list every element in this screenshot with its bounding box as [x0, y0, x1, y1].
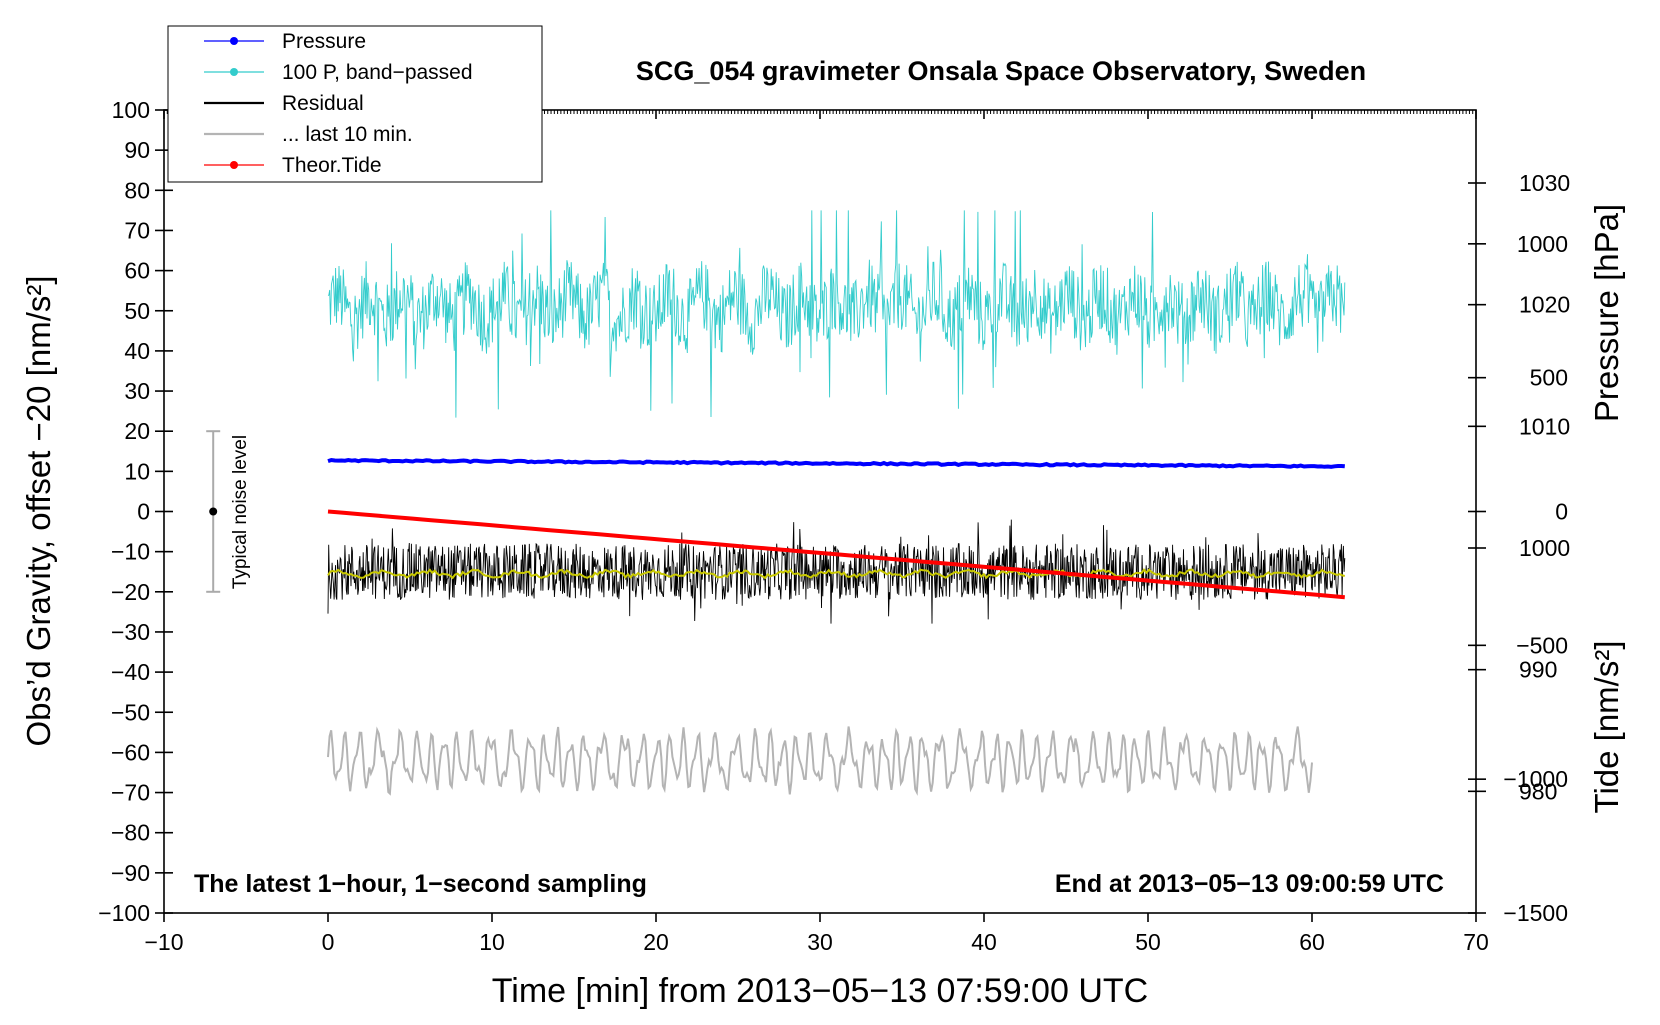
y-tick-label: −60	[111, 739, 150, 765]
tide-tick-label: −500	[1516, 632, 1568, 658]
y-tick-label: 50	[124, 298, 150, 324]
y-tick-label: 10	[124, 458, 150, 484]
x-tick-label: 70	[1463, 929, 1489, 955]
y-tick-label: −10	[111, 539, 150, 565]
series-band-passed-line	[327, 210, 1346, 418]
tide-tick-label: 1000	[1517, 231, 1568, 257]
legend-label: Theor.Tide	[282, 154, 382, 177]
chart-title: SCG_054 gravimeter Onsala Space Observat…	[636, 56, 1366, 86]
y-tick-label: 90	[124, 137, 150, 163]
y-axis-ticks: 1009080706050403020100−10−20−30−40−50−60…	[98, 97, 173, 926]
y-tick-label: 40	[124, 338, 150, 364]
legend-label: 100 P, band−passed	[282, 61, 473, 84]
tide-tick-label: −1000	[1503, 766, 1568, 792]
tide-tick-label: −1500	[1503, 900, 1568, 926]
x-tick-label: 60	[1299, 929, 1325, 955]
pressure-tick-label: 1020	[1519, 292, 1570, 318]
y-tick-label: −100	[98, 900, 150, 926]
y-tick-label: 70	[124, 217, 150, 243]
pressure-tick-label: 990	[1519, 657, 1557, 683]
annotation-sampling: The latest 1−hour, 1−second sampling	[194, 870, 647, 898]
pressure-tick-label: 1010	[1519, 413, 1570, 439]
x-tick-label: 40	[971, 929, 997, 955]
y-tick-label: −80	[111, 820, 150, 846]
annotation-end-time: End at 2013−05−13 09:00:59 UTC	[1055, 870, 1444, 898]
tide-axis-ticks: 1000 500 0 −500 −1000 −1500	[1468, 231, 1568, 926]
x-axis-ticks: −10 0 10 20 30 40 50 60 70	[144, 110, 1489, 955]
noise-level-bar: Typical noise level	[206, 430, 251, 593]
y-tick-label: −50	[111, 699, 150, 725]
legend-marker	[230, 68, 238, 76]
x-axis-label: Time [min] from 2013−05−13 07:59:00 UTC	[492, 972, 1148, 1010]
x-tick-label: 30	[807, 929, 833, 955]
legend-label: ... last 10 min.	[282, 123, 413, 146]
y-tick-label: 100	[112, 97, 150, 123]
x-tick-label: 0	[322, 929, 335, 955]
y-tick-label: 20	[124, 418, 150, 444]
x-tick-label: −10	[144, 929, 183, 955]
pressure-tick-label: 1000	[1519, 535, 1570, 561]
y-tick-label: −30	[111, 619, 150, 645]
pressure-tick-label: 1030	[1519, 170, 1570, 196]
y-tick-label: −20	[111, 579, 150, 605]
y-tick-label: 60	[124, 258, 150, 284]
series-layer	[327, 210, 1346, 796]
y-tick-label: 0	[137, 499, 150, 525]
y-tick-label: −40	[111, 659, 150, 685]
series-residual-smoothed-line	[327, 568, 1346, 580]
legend-marker	[230, 161, 238, 169]
tide-tick-label: 0	[1555, 499, 1568, 525]
y-tick-label: −70	[111, 780, 150, 806]
legend-marker	[230, 37, 238, 45]
x-tick-label: 10	[479, 929, 505, 955]
tide-tick-label: 500	[1530, 365, 1568, 391]
x-tick-label: 50	[1135, 929, 1161, 955]
y-axis-label-gravity: Obs’d Gravity, offset −20 [nm/s²]	[20, 275, 57, 746]
series-theor-tide-line	[327, 509, 1345, 600]
pressure-tick-label: 980	[1519, 778, 1557, 804]
x-tick-label: 20	[643, 929, 669, 955]
y-tick-label: 30	[124, 378, 150, 404]
noise-bar-label: Typical noise level	[230, 435, 251, 589]
legend-label: Pressure	[282, 30, 366, 53]
y-axis-label-pressure: Pressure [hPa]	[1588, 204, 1625, 422]
y-axis-label-tide: Tide [nm/s²]	[1588, 641, 1625, 814]
y-tick-label: −90	[111, 860, 150, 886]
legend: Pressure 100 P, band−passed Residual ... la…	[167, 25, 543, 183]
pressure-axis-ticks: 1030 1020 1010 1000 990 980	[1468, 170, 1570, 804]
noise-bar-center-dot	[209, 507, 218, 516]
series-pressure-line	[327, 457, 1345, 469]
y-tick-label: 80	[124, 177, 150, 203]
series-last-10-min-line	[327, 726, 1313, 796]
legend-label: Residual	[282, 92, 364, 115]
